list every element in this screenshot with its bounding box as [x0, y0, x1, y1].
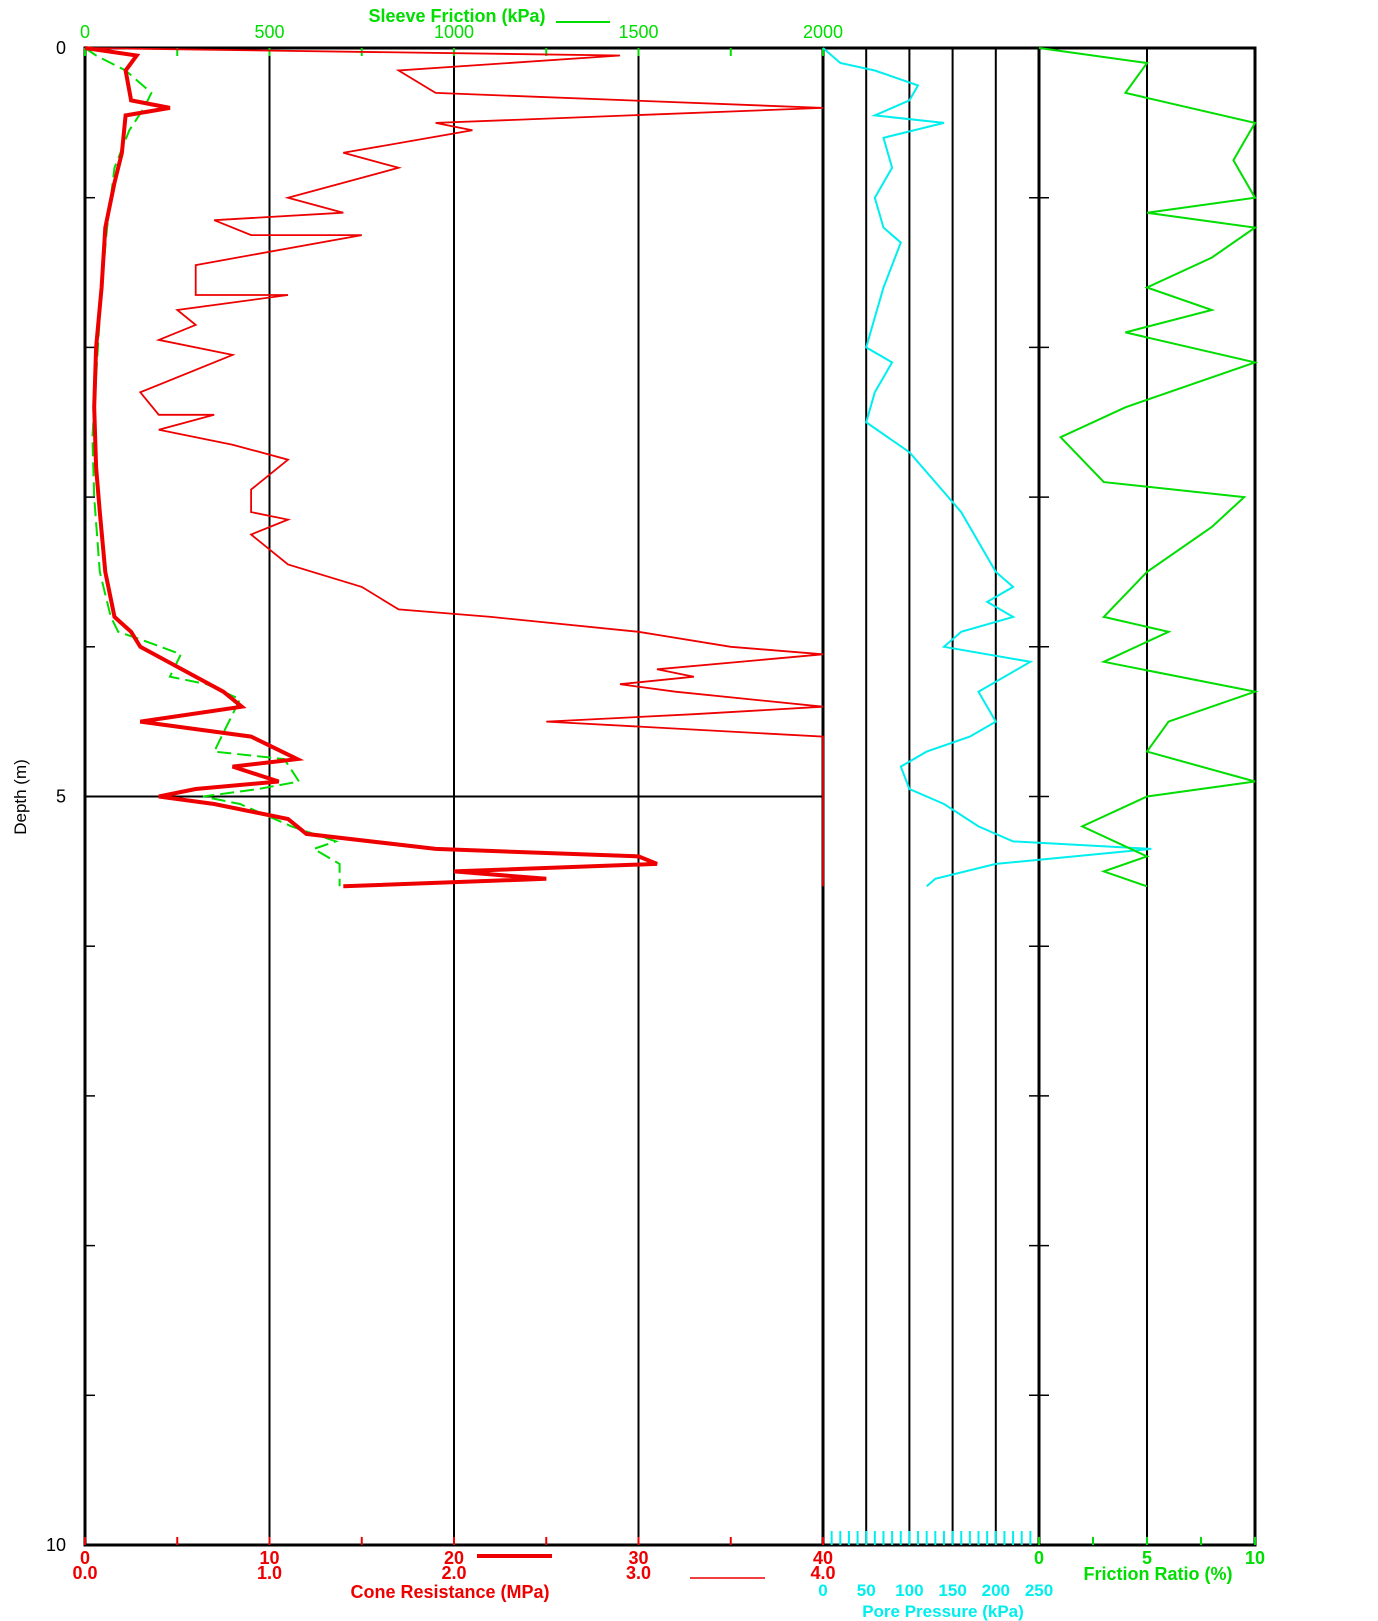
series-group — [84, 46, 1259, 889]
friction-ratio-tick-label: 10 — [1245, 1548, 1265, 1568]
pore-pressure-tick-label: 100 — [895, 1581, 923, 1600]
pore-pressure-tick-label: 250 — [1025, 1581, 1053, 1600]
pore-pressure-title: Pore Pressure (kPa) — [862, 1602, 1024, 1621]
depth-axis-title: Depth (m) — [11, 759, 30, 835]
pore-pressure-tick-label: 150 — [938, 1581, 966, 1600]
cone-resistance-tick-label: 4.0 — [810, 1563, 835, 1583]
sleeve-friction-tick-label: 0 — [80, 22, 90, 42]
grid-lines — [85, 48, 1148, 1545]
pore-pressure-tick-label: 200 — [982, 1581, 1010, 1600]
friction-ratio-tick-label: 0 — [1034, 1548, 1044, 1568]
friction-ratio-tick-label: 5 — [1142, 1548, 1152, 1568]
cone-resistance-tick-label: 20 — [444, 1548, 464, 1568]
sleeve-friction-title: Sleeve Friction (kPa) — [368, 6, 545, 26]
cone-resistance-tick-label: 3.0 — [626, 1563, 651, 1583]
sleeve-friction-tick-label: 1000 — [434, 22, 474, 42]
pore-pressure-tick-label: 50 — [857, 1581, 876, 1600]
pore-pressure-line — [822, 47, 1152, 888]
sleeve-friction-tick-label: 500 — [254, 22, 284, 42]
cone-resistance-tick-label: 1.0 — [257, 1563, 282, 1583]
cone-resistance-tick-label: 0 — [80, 1548, 90, 1568]
cone-resistance-tick-label: 0.0 — [72, 1563, 97, 1583]
cone-resistance-tick-label: 40 — [813, 1548, 833, 1568]
pore-pressure-panel-frame — [821, 46, 1041, 1547]
depth-tick-label: 0 — [56, 38, 66, 58]
pore-pressure-tick-label: 0 — [818, 1581, 827, 1600]
friction-ratio-line — [1038, 47, 1259, 888]
axis-ticks — [84, 48, 1256, 1545]
cone-resistance-tick-label: 10 — [259, 1548, 279, 1568]
sleeve-friction-line — [84, 47, 341, 887]
sleeve-friction-tick-label: 2000 — [803, 22, 843, 42]
sleeve-friction-tick-label: 1500 — [618, 22, 658, 42]
depth-tick-label: 10 — [46, 1535, 66, 1555]
cone-resistance-thick-line — [84, 46, 658, 889]
cone-resistance-tick-label: 2.0 — [441, 1563, 466, 1583]
friction-ratio-title: Friction Ratio (%) — [1084, 1564, 1233, 1584]
cone-resistance-title: Cone Resistance (MPa) — [350, 1582, 549, 1602]
depth-tick-label: 5 — [56, 787, 66, 807]
cone-resistance-tick-label: 30 — [628, 1548, 648, 1568]
cone-resistance-thin-line — [84, 47, 824, 887]
